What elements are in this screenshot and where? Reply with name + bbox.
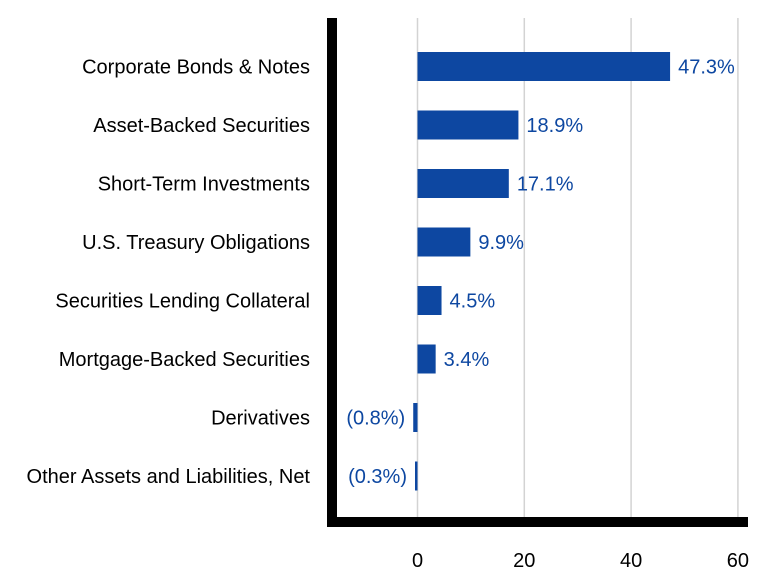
- x-tick-label: 20: [513, 550, 535, 572]
- category-label: Derivatives: [211, 408, 310, 430]
- bars: [413, 52, 671, 491]
- bar: [417, 344, 436, 374]
- bar: [413, 403, 418, 432]
- data-label: (0.8%): [346, 408, 405, 430]
- data-label: 4.5%: [450, 291, 496, 313]
- x-tick-label: 60: [727, 550, 749, 572]
- y-axis-line: [327, 18, 337, 527]
- bar: [417, 169, 509, 198]
- data-label: 3.4%: [444, 349, 490, 371]
- gridlines: [416, 18, 739, 517]
- category-label: Mortgage-Backed Securities: [59, 349, 310, 371]
- x-axis-line: [327, 517, 748, 527]
- bar: [417, 227, 471, 257]
- x-tick-label: 40: [620, 550, 642, 572]
- bar: [417, 286, 442, 315]
- data-label: (0.3%): [348, 466, 407, 488]
- data-label: 17.1%: [517, 174, 574, 196]
- bar: [415, 461, 418, 491]
- bar: [417, 52, 671, 81]
- category-label: Corporate Bonds & Notes: [82, 57, 310, 79]
- bar: [417, 110, 519, 140]
- category-label: Asset-Backed Securities: [93, 115, 310, 137]
- category-label: Short-Term Investments: [98, 174, 310, 196]
- category-label: Securities Lending Collateral: [55, 291, 310, 313]
- x-tick-label: 0: [412, 550, 423, 572]
- labels: 0 20 40 60 Corporate Bonds & Notes 47.3% Asset…: [27, 57, 750, 573]
- category-label: U.S. Treasury Obligations: [82, 232, 310, 254]
- data-label: 9.9%: [478, 232, 524, 254]
- data-label: 18.9%: [526, 115, 583, 137]
- category-label: Other Assets and Liabilities, Net: [27, 466, 311, 488]
- axes: [327, 18, 748, 527]
- data-label: 47.3%: [678, 57, 735, 79]
